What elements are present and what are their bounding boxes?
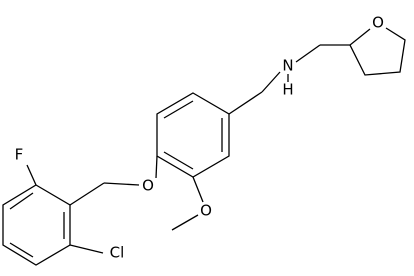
- bonds: [2, 27, 406, 266]
- bond: [69, 244, 104, 254]
- bond: [228, 91, 263, 115]
- ring-bonds: [349, 27, 406, 76]
- ring-bonds: [2, 184, 71, 266]
- atom-label: O: [142, 177, 154, 195]
- atom-label: N: [282, 57, 293, 75]
- bond: [171, 214, 199, 231]
- ring-bonds: [156, 92, 230, 178]
- bond: [69, 182, 105, 206]
- bond: [192, 176, 204, 203]
- double-bond: [163, 100, 194, 119]
- bond: [103, 182, 140, 186]
- bond: [26, 164, 37, 186]
- atom-label: H: [282, 81, 293, 99]
- atom-label: F: [15, 146, 24, 164]
- atom-label: O: [372, 14, 384, 32]
- atom-label: Cl: [110, 244, 125, 262]
- bond: [155, 155, 158, 179]
- bond: [295, 44, 321, 63]
- double-bond: [9, 192, 34, 210]
- atom-label: O: [200, 202, 212, 220]
- bond: [261, 71, 281, 93]
- double-bond: [163, 151, 194, 170]
- double-bond: [9, 242, 34, 258]
